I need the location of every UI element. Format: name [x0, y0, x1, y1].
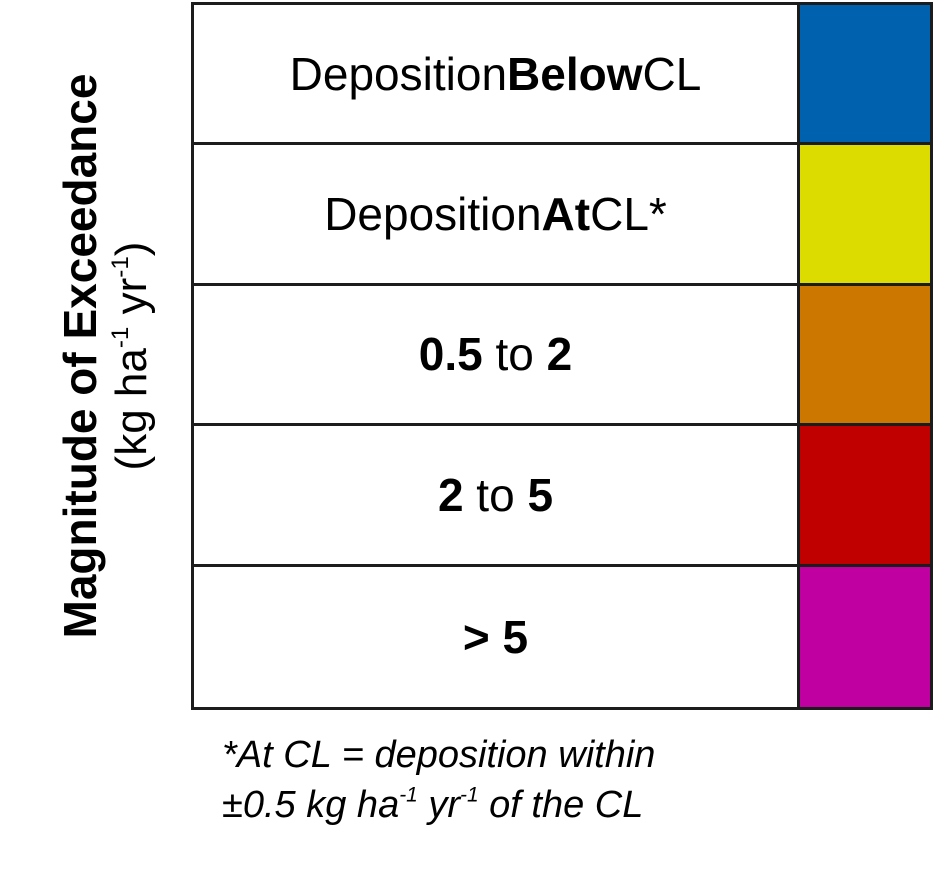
legend-swatch-0-5-to-2 [800, 285, 930, 427]
axis-title-line1: Magnitude of Exceedance [54, 73, 106, 639]
legend-swatch-at-cl [800, 145, 930, 286]
footnote-line2: ±0.5 kg ha-1 yr-1 of the CL [222, 783, 644, 826]
legend-label-below-cl: Deposition Below CL [194, 5, 800, 146]
legend-swatch-below-cl [800, 5, 930, 146]
legend-label-at-cl: Deposition At CL* [194, 145, 800, 286]
legend-swatch-greater-5 [800, 566, 930, 707]
footnote-line1: *At CL = deposition within [222, 734, 656, 776]
footnote: *At CL = deposition within ±0.5 kg ha-1 … [222, 730, 922, 830]
legend-table: Deposition Below CL Deposition At CL* 0.… [191, 2, 933, 710]
legend-label-greater-5: > 5 [194, 566, 800, 707]
legend-label-2-to-5: 2 to 5 [194, 426, 800, 567]
axis-title: Magnitude of Exceedance (kg ha-1 yr-1) [0, 0, 190, 712]
legend-swatch-2-to-5 [800, 426, 930, 567]
axis-title-units: (kg ha-1 yr-1) [106, 241, 156, 471]
legend-label-0-5-to-2: 0.5 to 2 [194, 285, 800, 427]
